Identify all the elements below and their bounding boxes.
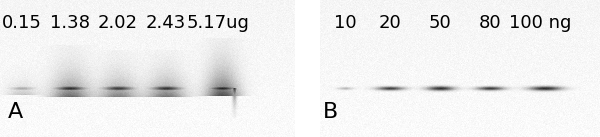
- Text: 2.02: 2.02: [98, 14, 138, 32]
- Text: A: A: [8, 102, 23, 122]
- Text: 10: 10: [334, 14, 356, 32]
- Text: 1.38: 1.38: [50, 14, 90, 32]
- Text: 20: 20: [379, 14, 401, 32]
- Text: 5.17ug: 5.17ug: [187, 14, 250, 32]
- Text: 50: 50: [428, 14, 451, 32]
- Text: B: B: [323, 102, 338, 122]
- Text: 0.15: 0.15: [2, 14, 42, 32]
- Text: 80: 80: [479, 14, 502, 32]
- Text: 100 ng: 100 ng: [509, 14, 571, 32]
- Text: 2.43: 2.43: [146, 14, 186, 32]
